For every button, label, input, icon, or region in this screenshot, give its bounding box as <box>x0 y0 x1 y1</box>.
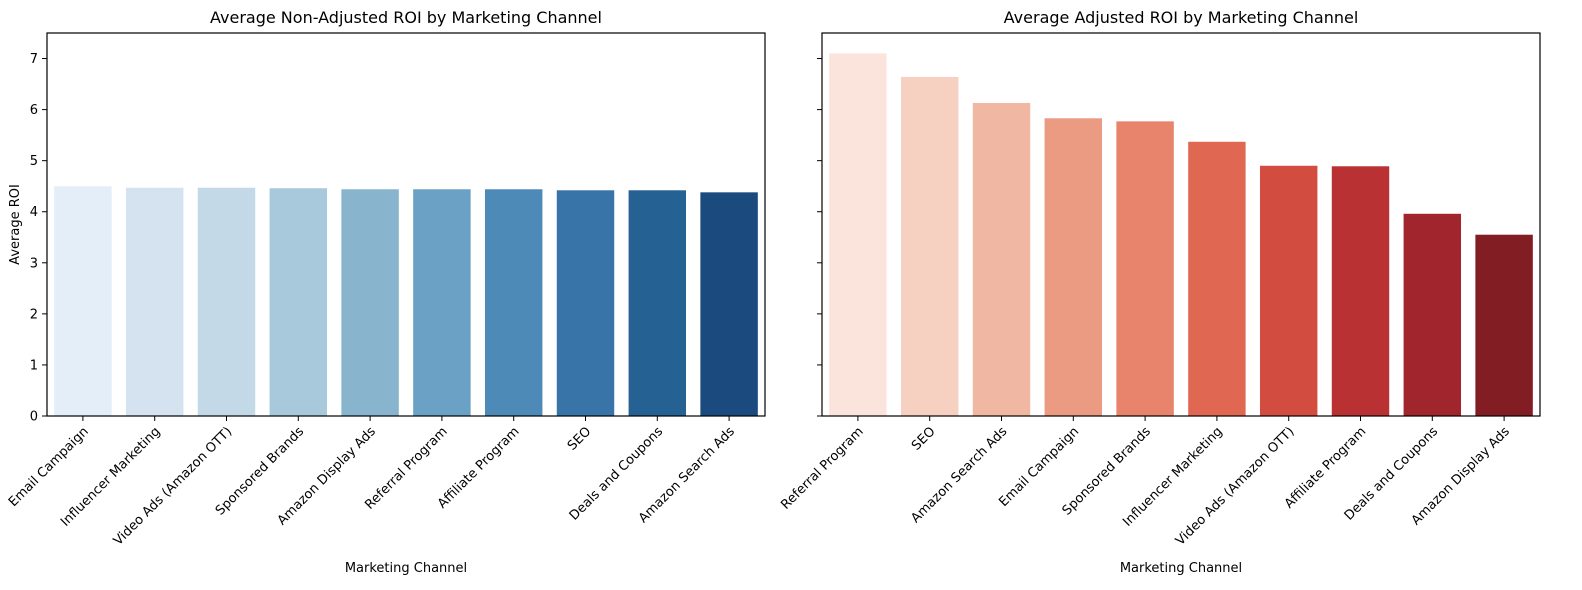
plot-frame <box>46 32 766 417</box>
bar <box>1188 141 1246 416</box>
bar <box>54 186 112 416</box>
y-tick-label: 2 <box>30 307 38 322</box>
x-tick-label: Video Ads (Amazon OTT) <box>1173 424 1298 549</box>
bar <box>341 189 399 416</box>
chart-title: Average Adjusted ROI by Marketing Channe… <box>1004 8 1359 27</box>
bar <box>269 188 328 416</box>
x-axis-label: Marketing Channel <box>1120 561 1242 576</box>
bar <box>484 189 543 416</box>
bar <box>413 189 471 416</box>
chart-title: Average Non-Adjusted ROI by Marketing Ch… <box>210 8 602 27</box>
y-tick-label: 0 <box>30 410 38 425</box>
bar <box>900 76 959 417</box>
y-tick-label: 3 <box>30 256 38 271</box>
x-tick-label: SEO <box>565 424 594 453</box>
bar <box>628 190 687 416</box>
bar <box>700 192 758 416</box>
bar <box>972 102 1031 417</box>
bar <box>1044 118 1103 416</box>
bar <box>1259 165 1318 416</box>
bar <box>197 187 256 416</box>
bar <box>125 187 184 416</box>
bar <box>829 53 887 417</box>
x-tick-label: Video Ads (Amazon OTT) <box>111 424 236 549</box>
y-tick-label: 1 <box>30 358 38 373</box>
x-axis-label: Marketing Channel <box>345 561 467 576</box>
y-tick-label: 5 <box>30 154 38 169</box>
bar <box>1331 166 1390 416</box>
bar <box>556 190 615 416</box>
y-axis-label: Average ROI <box>8 184 23 265</box>
y-tick-label: 4 <box>30 205 38 220</box>
x-tick-label: Referral Program <box>778 424 866 512</box>
plot-frame <box>821 32 1541 417</box>
y-tick-label: 7 <box>30 52 38 67</box>
bar <box>1475 234 1533 416</box>
x-tick-label: SEO <box>909 424 938 453</box>
bar <box>1403 213 1462 416</box>
y-tick-label: 6 <box>30 103 38 118</box>
bar <box>1116 121 1174 416</box>
